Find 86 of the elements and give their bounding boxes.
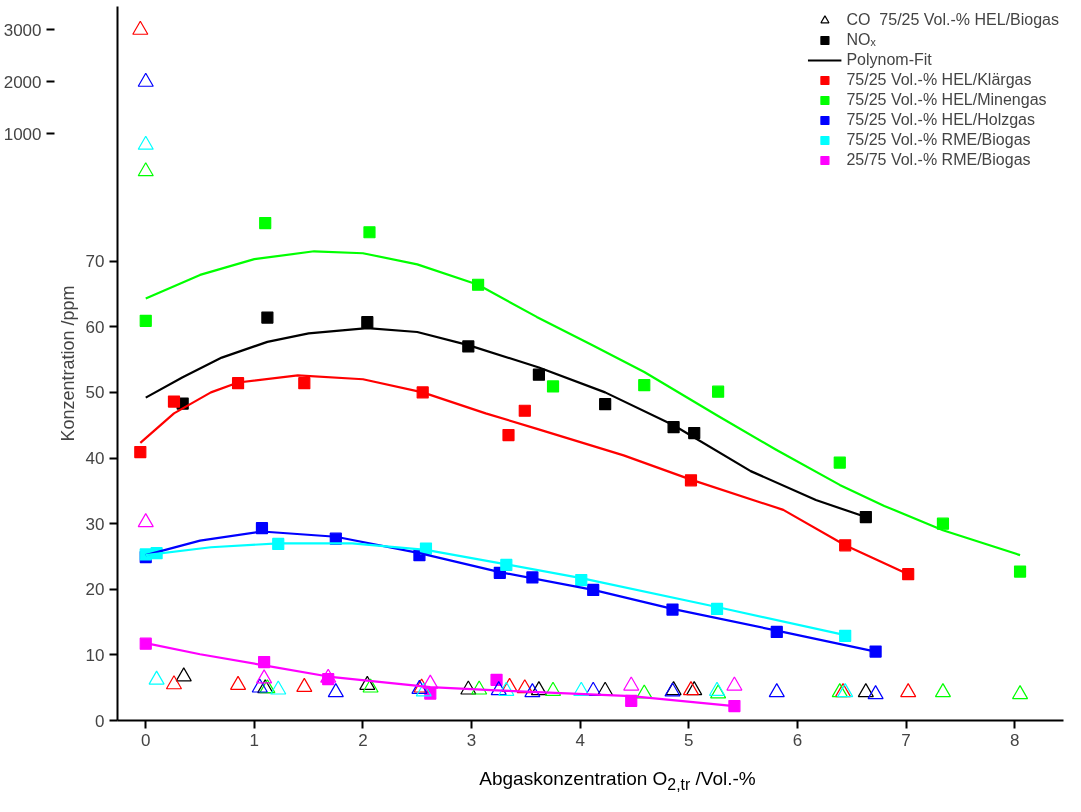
point bbox=[599, 398, 612, 411]
point bbox=[900, 683, 917, 698]
x-tick-label: 7 bbox=[901, 730, 911, 750]
y-tick-label: 10 bbox=[85, 645, 105, 665]
y-tick-label: 30 bbox=[85, 514, 105, 534]
point bbox=[857, 683, 874, 698]
point bbox=[498, 681, 515, 696]
point bbox=[623, 676, 640, 691]
y2-tick-label: 1000 bbox=[3, 124, 42, 144]
point bbox=[934, 683, 952, 698]
y-tick-label: 40 bbox=[85, 449, 105, 468]
y-tick-label: 60 bbox=[85, 317, 105, 337]
x-tick-label: 2 bbox=[358, 730, 368, 750]
x-tick-label: 0 bbox=[141, 730, 151, 750]
point bbox=[490, 681, 507, 696]
point bbox=[134, 445, 147, 459]
point bbox=[526, 571, 539, 584]
x-tick-label: 6 bbox=[792, 730, 803, 750]
point bbox=[261, 311, 274, 324]
y2-tick-label: 2000 bbox=[3, 72, 42, 92]
point bbox=[298, 377, 311, 390]
point bbox=[869, 645, 882, 658]
point bbox=[1013, 565, 1027, 578]
x-tick-label: 1 bbox=[249, 730, 260, 750]
point bbox=[524, 683, 541, 698]
x-axis-title: Abgaskonzentration O$_{2,tr}$ /Vol.-% bbox=[479, 767, 756, 795]
point bbox=[167, 395, 181, 408]
point bbox=[137, 513, 154, 528]
point bbox=[460, 680, 477, 695]
point bbox=[573, 681, 590, 696]
point bbox=[516, 679, 533, 694]
point bbox=[415, 682, 432, 697]
y-axis-title: Konzentration /ppm bbox=[57, 285, 78, 442]
x-tick-label: 3 bbox=[466, 730, 477, 750]
point bbox=[251, 678, 268, 693]
legend-label: 75/25 Vol.-% HEL/Holzgas bbox=[846, 110, 1035, 130]
point bbox=[546, 380, 560, 393]
y-tick-label: 70 bbox=[85, 252, 105, 272]
y-tick-label: 50 bbox=[85, 383, 105, 403]
point bbox=[270, 680, 287, 695]
point bbox=[867, 684, 884, 700]
point bbox=[363, 226, 376, 239]
point bbox=[833, 456, 846, 469]
y-tick-label: 20 bbox=[85, 580, 105, 600]
point bbox=[636, 684, 653, 699]
point bbox=[490, 673, 503, 686]
point bbox=[726, 676, 743, 691]
line-series bbox=[144, 250, 1022, 557]
legend-label: 25/75 Vol.-% RME/Biogas bbox=[846, 150, 1031, 170]
point bbox=[296, 677, 313, 692]
point bbox=[544, 681, 562, 696]
point bbox=[327, 683, 344, 698]
legend-label: 75/25 Vol.-% RME/Biogas bbox=[846, 130, 1031, 150]
point bbox=[768, 683, 785, 698]
point bbox=[361, 316, 374, 329]
legend-label: 75/25 Vol.-% HEL/Klärgas bbox=[846, 70, 1032, 90]
point bbox=[712, 385, 725, 398]
point bbox=[518, 404, 531, 417]
point bbox=[471, 680, 488, 695]
y-tick-label: 0 bbox=[95, 711, 105, 731]
point bbox=[532, 368, 546, 381]
point bbox=[728, 699, 741, 713]
point bbox=[148, 670, 165, 685]
legend-label: 75/25 Vol.-% HEL/Minengas bbox=[846, 90, 1047, 110]
point bbox=[139, 314, 152, 327]
x-tick-label: 8 bbox=[1009, 730, 1020, 750]
point bbox=[936, 517, 950, 530]
point bbox=[638, 379, 651, 392]
point bbox=[530, 681, 548, 696]
legend-label: NOₓ bbox=[846, 30, 876, 50]
point bbox=[165, 675, 183, 690]
legend-label: CO 75/25 Vol.-% HEL/Biogas bbox=[846, 10, 1059, 30]
x-tick-label: 5 bbox=[684, 730, 694, 750]
point bbox=[666, 603, 679, 616]
point bbox=[229, 675, 247, 690]
point bbox=[259, 216, 272, 230]
point bbox=[1011, 684, 1029, 700]
point bbox=[175, 667, 192, 682]
point bbox=[831, 683, 848, 698]
point bbox=[422, 674, 439, 689]
point bbox=[256, 669, 273, 684]
x-tick-label: 4 bbox=[575, 730, 585, 750]
point bbox=[682, 681, 700, 696]
legend-label: Polynom-Fit bbox=[846, 50, 932, 70]
point bbox=[502, 428, 515, 442]
y2-tick-label: 3000 bbox=[3, 20, 42, 40]
